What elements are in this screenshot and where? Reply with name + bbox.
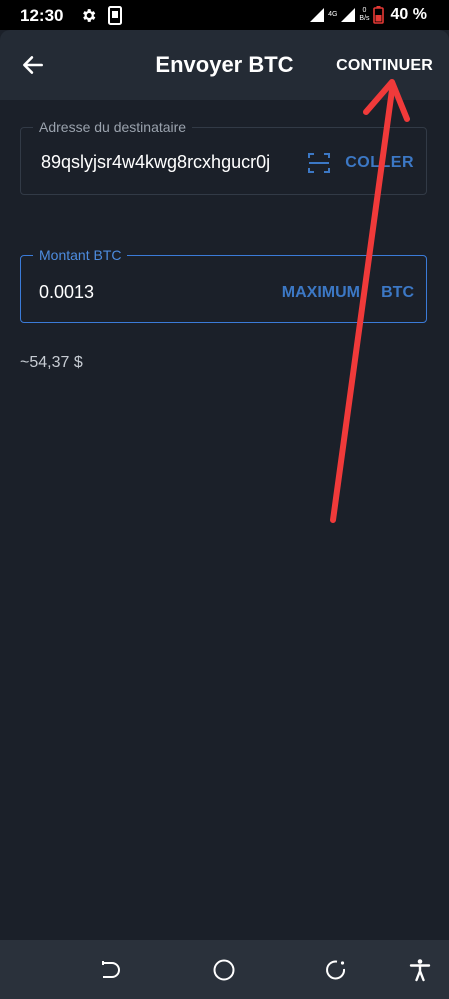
recents-icon[interactable]	[324, 958, 348, 982]
currency-unit[interactable]: BTC	[381, 284, 414, 302]
address-input[interactable]: 89qslyjsr4w4kwg8rcxhgucr0j	[41, 152, 319, 173]
continue-button[interactable]: CONTINUER	[336, 57, 433, 75]
phone-icon	[108, 6, 122, 25]
battery-percent: 40 %	[391, 6, 427, 24]
net-speed-unit: B/s	[359, 15, 369, 22]
signal-icon	[309, 7, 325, 23]
network-type: 4G	[328, 11, 337, 19]
home-icon[interactable]	[212, 958, 236, 982]
app-header: Envoyer BTC CONTINUER	[0, 30, 449, 100]
amount-field[interactable]: Montant BTC 0.0013 MAXIMUM BTC	[20, 255, 427, 323]
back-gesture-icon[interactable]	[99, 958, 123, 982]
net-speed: 0 B/s	[359, 7, 369, 23]
battery-icon	[373, 6, 384, 24]
status-bar: 12:30 4G 0 B/s 40 %	[0, 0, 449, 30]
scan-icon[interactable]	[307, 151, 331, 175]
status-time: 12:30	[20, 6, 63, 26]
amount-field-label: Montant BTC	[33, 247, 127, 263]
address-field-label: Adresse du destinataire	[33, 119, 192, 135]
amount-input[interactable]: 0.0013	[39, 282, 94, 303]
fiat-estimate: ~54,37 $	[20, 354, 83, 372]
paste-button[interactable]: COLLER	[345, 154, 414, 172]
accessibility-icon[interactable]	[408, 958, 432, 982]
address-field[interactable]: Adresse du destinataire 89qslyjsr4w4kwg8…	[20, 127, 427, 195]
net-speed-value: 0	[363, 7, 367, 14]
system-nav-bar	[0, 940, 449, 999]
gear-icon	[80, 7, 97, 24]
maximum-button[interactable]: MAXIMUM	[282, 284, 360, 302]
signal-icon	[340, 7, 356, 23]
